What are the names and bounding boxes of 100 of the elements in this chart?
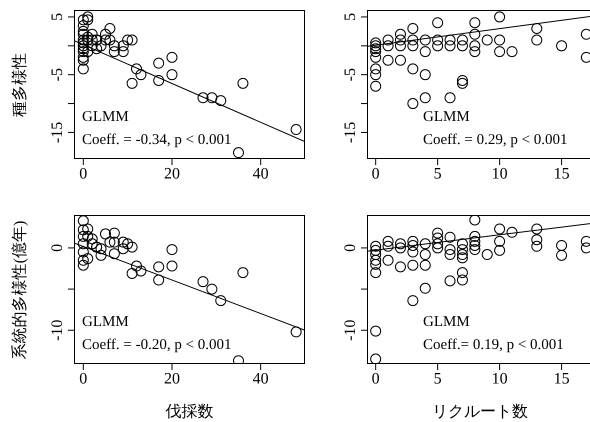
- point: [370, 254, 382, 266]
- point: [482, 34, 493, 46]
- point: [78, 20, 89, 32]
- annotation: Coeff. = -0.34, p < 0.001: [82, 132, 232, 149]
- point: [456, 274, 468, 286]
- point: [531, 234, 542, 246]
- point: [86, 34, 98, 46]
- point: [494, 34, 506, 46]
- point: [370, 69, 382, 80]
- point: [444, 40, 456, 52]
- point: [153, 74, 164, 86]
- point: [290, 124, 302, 136]
- point: [407, 260, 418, 271]
- point: [494, 236, 506, 247]
- point: [420, 92, 431, 104]
- point: [78, 54, 89, 66]
- point: [100, 228, 111, 240]
- point: [108, 228, 120, 239]
- point: [118, 40, 129, 52]
- point: [370, 240, 382, 252]
- point: [456, 78, 468, 89]
- point: [370, 249, 382, 260]
- x-tick-label: 10: [492, 370, 508, 388]
- point: [78, 26, 89, 37]
- x-tick-label: 15: [554, 165, 570, 182]
- point: [494, 11, 506, 22]
- point: [122, 238, 134, 250]
- point: [126, 34, 138, 46]
- point: [394, 40, 406, 52]
- annotation: Coeff. = -0.20, p < 0.001: [82, 337, 232, 354]
- point: [531, 22, 542, 34]
- point: [456, 244, 468, 256]
- y-tick-label: -10: [49, 320, 66, 341]
- point: [126, 242, 138, 253]
- point: [131, 63, 142, 74]
- point: [232, 147, 244, 158]
- point: [78, 46, 89, 58]
- x-tick-label: 15: [554, 370, 570, 388]
- point: [370, 354, 382, 364]
- y-tick-label: -10: [342, 320, 359, 341]
- point: [166, 244, 178, 256]
- point: [494, 223, 506, 234]
- point: [78, 28, 89, 40]
- point: [370, 326, 382, 337]
- point: [215, 295, 226, 306]
- point: [96, 250, 107, 261]
- point: [78, 63, 89, 74]
- point: [78, 238, 89, 250]
- point: [122, 34, 134, 46]
- point: [394, 261, 406, 272]
- point: [78, 43, 89, 54]
- point: [104, 34, 116, 46]
- x-tick-label: 0: [372, 370, 380, 388]
- point: [407, 22, 418, 34]
- point: [382, 240, 394, 252]
- point: [506, 226, 518, 238]
- point: [469, 236, 480, 247]
- point: [86, 28, 98, 40]
- x-tick-label: 5: [434, 165, 442, 182]
- point: [444, 232, 456, 243]
- point: [126, 268, 138, 279]
- point: [420, 46, 431, 58]
- point: [96, 40, 107, 52]
- point: [506, 46, 518, 58]
- point: [432, 40, 444, 52]
- point: [198, 276, 209, 288]
- point: [118, 46, 129, 58]
- point: [407, 246, 418, 258]
- y-tick-label: 5: [49, 12, 66, 21]
- point: [407, 295, 418, 306]
- x-tick-label: 0: [372, 165, 380, 182]
- annotation: GLMM: [82, 109, 129, 126]
- point: [444, 34, 456, 46]
- point: [82, 253, 94, 264]
- point: [100, 34, 111, 46]
- point: [420, 34, 431, 46]
- point: [78, 254, 89, 266]
- point: [482, 249, 493, 260]
- point: [370, 43, 382, 54]
- point: [469, 17, 480, 28]
- point: [382, 254, 394, 266]
- point: [494, 46, 506, 58]
- point: [96, 243, 107, 254]
- point: [166, 69, 178, 80]
- point: [382, 34, 394, 46]
- point: [82, 14, 94, 26]
- point: [78, 260, 89, 271]
- point: [82, 223, 94, 234]
- point: [78, 230, 89, 242]
- point: [370, 244, 382, 256]
- point: [432, 17, 444, 28]
- point: [407, 40, 418, 52]
- x-tick-label: 40: [252, 370, 269, 388]
- point: [456, 74, 468, 86]
- point: [494, 244, 506, 256]
- point: [370, 52, 382, 63]
- point: [118, 236, 129, 248]
- point: [556, 250, 568, 261]
- point: [469, 230, 480, 242]
- point: [100, 28, 111, 40]
